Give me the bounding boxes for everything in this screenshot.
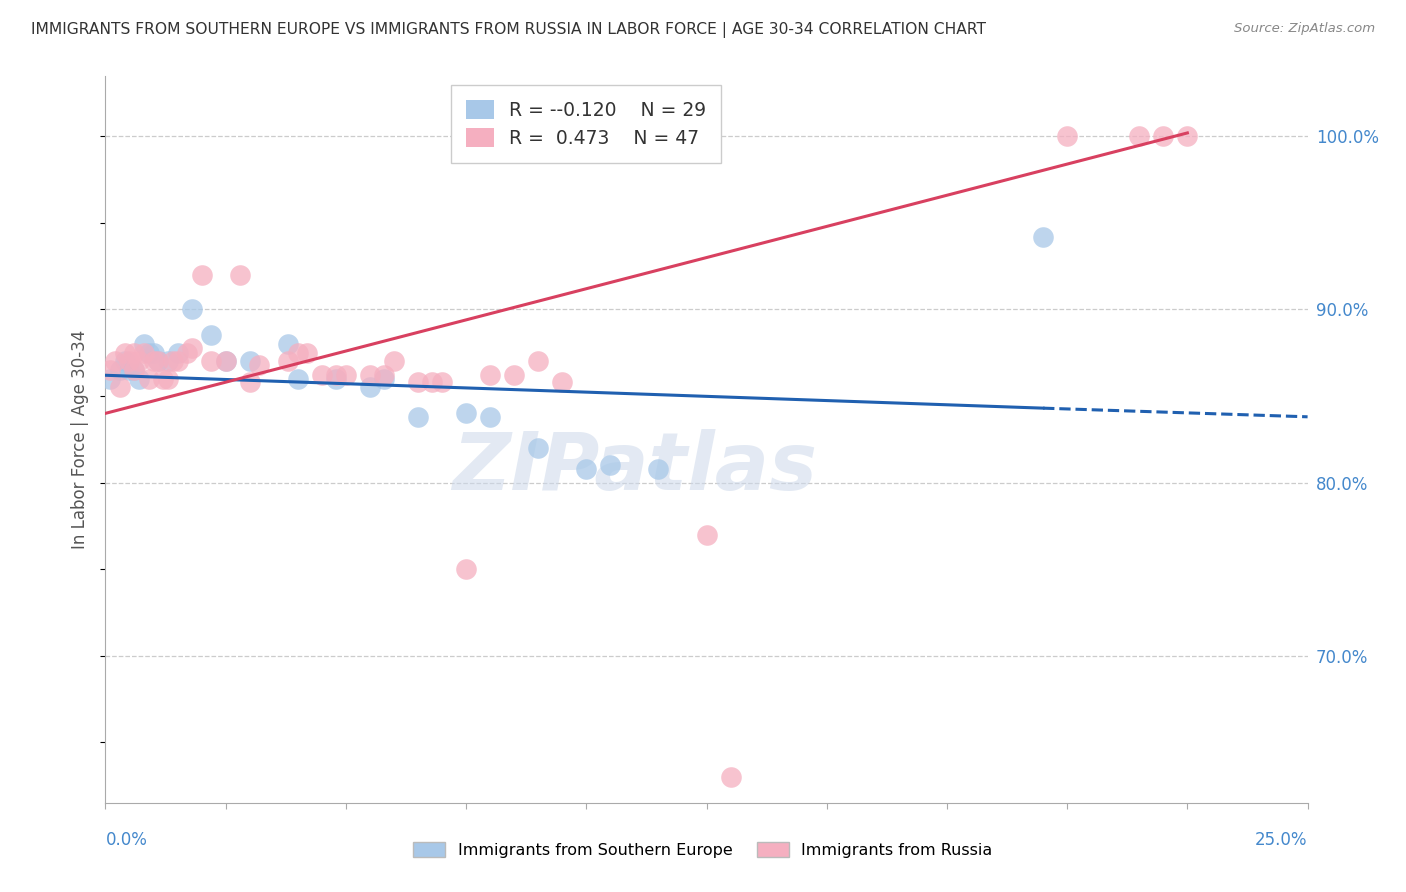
Point: [359, 368, 381, 383]
Point: [551, 375, 574, 389]
Point: [247, 358, 270, 372]
Point: [1152, 129, 1174, 144]
Point: [118, 363, 141, 377]
Point: [239, 375, 262, 389]
Point: [422, 375, 444, 389]
Point: [720, 770, 742, 784]
Point: [166, 354, 188, 368]
Point: [200, 328, 222, 343]
Point: [148, 354, 170, 368]
Point: [599, 458, 621, 473]
Point: [200, 354, 222, 368]
Y-axis label: In Labor Force | Age 30-34: In Labor Force | Age 30-34: [72, 330, 90, 549]
Point: [277, 337, 299, 351]
Point: [124, 363, 146, 377]
Point: [156, 354, 179, 368]
Point: [287, 372, 309, 386]
Point: [114, 354, 136, 368]
Point: [575, 461, 598, 475]
Point: [406, 409, 429, 424]
Point: [1128, 129, 1150, 144]
Point: [166, 345, 188, 359]
Point: [454, 562, 477, 576]
Point: [325, 368, 347, 383]
Text: ZIPatlas: ZIPatlas: [451, 429, 817, 508]
Point: [527, 354, 550, 368]
Point: [98, 372, 121, 386]
Point: [98, 363, 121, 377]
Point: [114, 345, 136, 359]
Point: [430, 375, 453, 389]
Point: [118, 354, 141, 368]
Point: [277, 354, 299, 368]
Point: [647, 461, 669, 475]
Point: [359, 380, 381, 394]
Point: [382, 354, 405, 368]
Point: [527, 441, 550, 455]
Point: [503, 368, 526, 383]
Point: [142, 345, 165, 359]
Point: [162, 354, 184, 368]
Legend: Immigrants from Southern Europe, Immigrants from Russia: Immigrants from Southern Europe, Immigra…: [406, 836, 1000, 864]
Point: [1175, 129, 1198, 144]
Point: [152, 372, 174, 386]
Point: [156, 372, 179, 386]
Point: [373, 372, 395, 386]
Point: [181, 302, 204, 317]
Point: [1032, 229, 1054, 244]
Point: [104, 354, 127, 368]
Point: [287, 345, 309, 359]
Text: IMMIGRANTS FROM SOUTHERN EUROPE VS IMMIGRANTS FROM RUSSIA IN LABOR FORCE | AGE 3: IMMIGRANTS FROM SOUTHERN EUROPE VS IMMIG…: [31, 22, 986, 38]
Point: [479, 368, 502, 383]
Point: [214, 354, 236, 368]
Point: [454, 406, 477, 420]
Point: [190, 268, 212, 282]
Point: [108, 380, 131, 394]
Point: [124, 363, 146, 377]
Point: [325, 372, 347, 386]
Legend: R = --0.120    N = 29, R =  0.473    N = 47: R = --0.120 N = 29, R = 0.473 N = 47: [451, 86, 721, 162]
Point: [297, 345, 319, 359]
Point: [181, 341, 204, 355]
Text: Source: ZipAtlas.com: Source: ZipAtlas.com: [1234, 22, 1375, 36]
Point: [132, 345, 155, 359]
Point: [373, 368, 395, 383]
Point: [229, 268, 252, 282]
Point: [128, 354, 150, 368]
Point: [176, 345, 198, 359]
Point: [142, 354, 165, 368]
Text: 25.0%: 25.0%: [1256, 831, 1308, 849]
Point: [132, 337, 155, 351]
Point: [124, 345, 146, 359]
Point: [239, 354, 262, 368]
Point: [108, 363, 131, 377]
Point: [214, 354, 236, 368]
Point: [406, 375, 429, 389]
Point: [335, 368, 357, 383]
Point: [1056, 129, 1078, 144]
Point: [311, 368, 333, 383]
Point: [479, 409, 502, 424]
Text: 0.0%: 0.0%: [105, 831, 148, 849]
Point: [148, 354, 170, 368]
Point: [128, 372, 150, 386]
Point: [138, 345, 160, 359]
Point: [696, 527, 718, 541]
Point: [138, 372, 160, 386]
